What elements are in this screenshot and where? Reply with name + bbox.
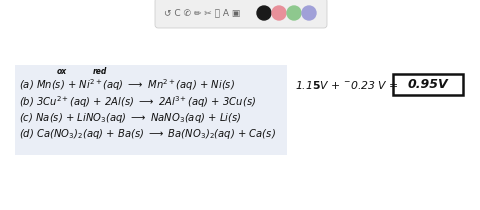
FancyBboxPatch shape	[155, 0, 327, 28]
Text: red: red	[93, 67, 108, 76]
Text: (a) Mn(s) + Ni$^{2+}$(aq) $\longrightarrow$ Mn$^{2+}$(aq) + Ni(s): (a) Mn(s) + Ni$^{2+}$(aq) $\longrightarr…	[19, 77, 235, 93]
Text: 0.95V: 0.95V	[408, 78, 448, 91]
Text: (d) Ca(NO$_3$)$_2$(aq) + Ba(s) $\longrightarrow$ Ba(NO$_3$)$_2$(aq) + Ca(s): (d) Ca(NO$_3$)$_2$(aq) + Ba(s) $\longrig…	[19, 127, 276, 141]
Circle shape	[257, 6, 271, 20]
Text: 1.1$\mathbf{5}$V + $^{-}$0.23 V =: 1.1$\mathbf{5}$V + $^{-}$0.23 V =	[295, 79, 398, 91]
Text: ↺ C ✆ ✏ ✂ ⼀ A ▣: ↺ C ✆ ✏ ✂ ⼀ A ▣	[164, 8, 240, 17]
Text: (c) Na(s) + LiNO$_3$(aq) $\longrightarrow$ NaNO$_3$(aq) + Li(s): (c) Na(s) + LiNO$_3$(aq) $\longrightarro…	[19, 111, 241, 125]
Text: ox: ox	[57, 67, 67, 76]
Circle shape	[287, 6, 301, 20]
Circle shape	[302, 6, 316, 20]
Text: (b) 3Cu$^{2+}$(aq) + 2Al(s) $\longrightarrow$ 2Al$^{3+}$(aq) + 3Cu(s): (b) 3Cu$^{2+}$(aq) + 2Al(s) $\longrighta…	[19, 94, 256, 110]
Circle shape	[272, 6, 286, 20]
Bar	[393, 74, 463, 95]
Bar	[15, 65, 287, 155]
